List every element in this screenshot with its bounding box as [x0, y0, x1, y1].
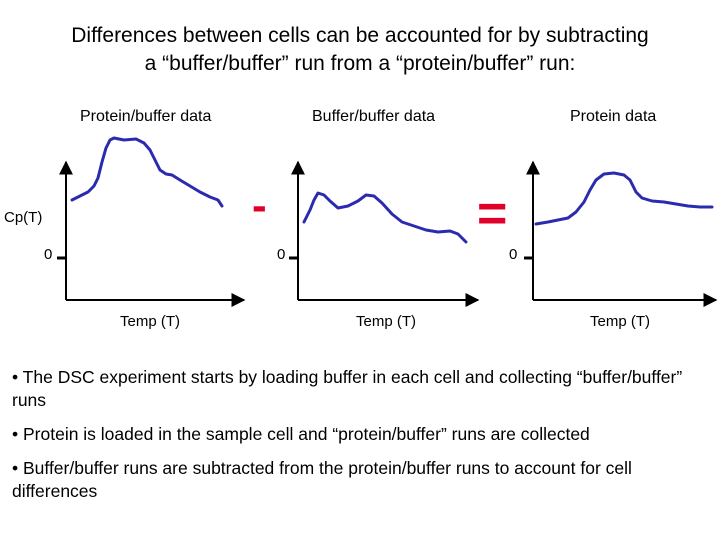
- slide-title: Differences between cells can be account…: [0, 22, 720, 78]
- panel-2-title: Buffer/buffer data: [312, 108, 436, 125]
- panel-3-title: Protein data: [570, 108, 657, 125]
- title-line-1: Differences between cells can be account…: [71, 24, 649, 47]
- bullet-item-3: • Buffer/buffer runs are subtracted from…: [12, 458, 632, 501]
- panel-1-title: Protein/buffer data: [80, 108, 212, 125]
- bullet-item-2: • Protein is loaded in the sample cell a…: [12, 424, 590, 444]
- panel-1-x-label: Temp (T): [120, 313, 180, 330]
- panel-2-zero-label: 0: [277, 246, 286, 263]
- protein-curve: [534, 171, 714, 226]
- panel-1-axes: [57, 160, 246, 307]
- panel-3-axes: [524, 160, 718, 307]
- dsc-diagram: [57, 136, 718, 307]
- panel-2-x-label: Temp (T): [356, 313, 416, 330]
- bullet-item-1: • The DSC experiment starts by loading b…: [12, 367, 683, 410]
- panel-1-zero-label: 0: [44, 246, 53, 263]
- protein-buffer-curve: [70, 136, 224, 208]
- y-axis-label: Cp(T): [4, 209, 43, 226]
- buffer-buffer-curve: [302, 191, 468, 244]
- panel-3-x-label: Temp (T): [590, 313, 650, 330]
- panel-3-zero-label: 0: [509, 246, 518, 263]
- minus-operator: -: [252, 181, 267, 230]
- panel-2-axes: [289, 160, 480, 307]
- equals-operator: =: [477, 185, 508, 243]
- bullet-list: • The DSC experiment starts by loading b…: [12, 366, 712, 514]
- title-line-2: a “buffer/buffer” run from a “protein/bu…: [144, 52, 576, 75]
